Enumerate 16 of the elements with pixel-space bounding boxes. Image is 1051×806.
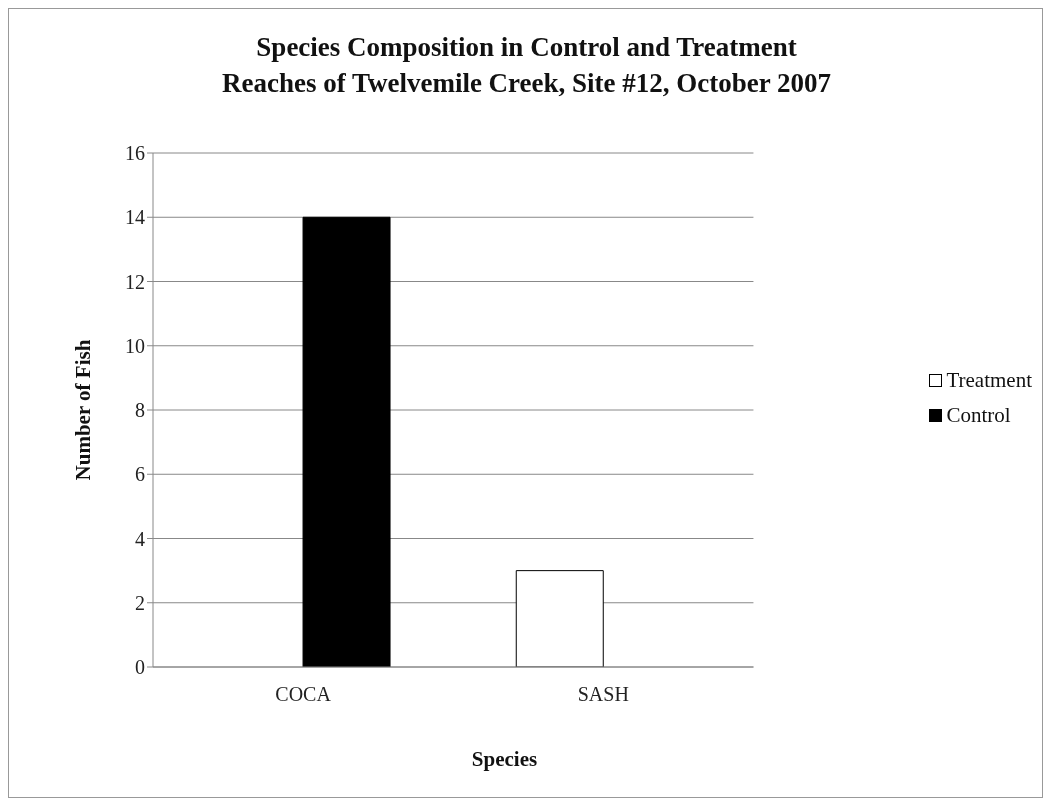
y-tick-label: 0 bbox=[135, 656, 145, 679]
y-tick-label: 4 bbox=[135, 527, 145, 550]
y-tick-label: 12 bbox=[125, 270, 145, 293]
x-tick-label: COCA bbox=[275, 683, 332, 706]
y-axis-title: Number of Fish bbox=[71, 339, 96, 481]
y-tick-label: 6 bbox=[135, 463, 145, 486]
y-tick-label: 16 bbox=[125, 142, 145, 165]
legend-label: Control bbox=[946, 403, 1011, 428]
chart-title: Species Composition in Control and Treatment Reaches of Twelvemile Creek, Site #12, October 2007 bbox=[220, 31, 833, 100]
y-tick-label: 14 bbox=[125, 206, 145, 229]
y-tick-label: 8 bbox=[135, 399, 145, 422]
x-axis-title: Species bbox=[470, 747, 539, 772]
y-tick-label: 10 bbox=[125, 334, 145, 357]
x-tick-label: SASH bbox=[577, 683, 629, 706]
legend-label: Treatment bbox=[946, 368, 1032, 393]
y-tick-label: 2 bbox=[135, 591, 145, 614]
